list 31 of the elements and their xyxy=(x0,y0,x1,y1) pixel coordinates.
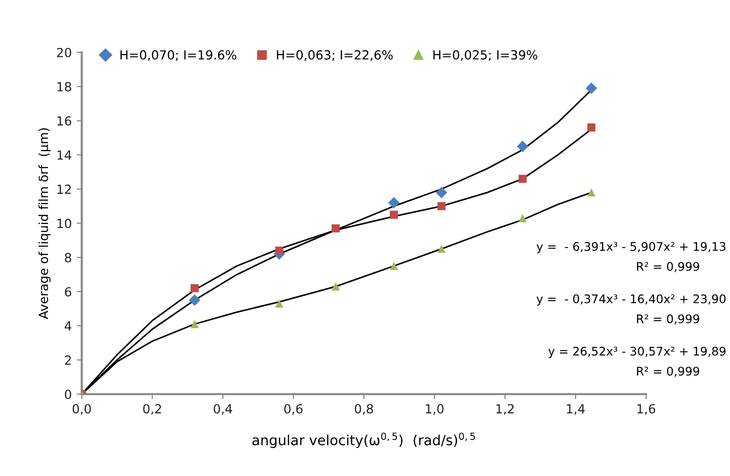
y-axis-title: Average of liquid film δrf (μm) xyxy=(38,128,51,320)
x-tick-label: 0,0 xyxy=(72,404,91,415)
annotation: R² = 0,999 xyxy=(637,366,700,377)
y-tick-label: 6 xyxy=(64,287,72,297)
x-axis-title: angular velocity(ω$^{0,5}$) (rad/s)$^{0,5}$ xyxy=(252,432,475,448)
x-tick-label: 1,6 xyxy=(637,404,656,415)
x-tick-label: 0,8 xyxy=(354,404,373,415)
x-tick-label: 0,6 xyxy=(284,404,303,415)
legend-label: H=0,070; I=19.6% xyxy=(120,50,236,61)
annotation: y = 26,52x³ - 30,57x² + 19,89 xyxy=(548,346,726,358)
legend-label: H=0,025; I=39% xyxy=(433,50,538,61)
x-tick-label: 0,2 xyxy=(143,404,161,415)
x-tick-label: 0,4 xyxy=(214,404,232,415)
x-tick-label: 1,0 xyxy=(426,404,444,415)
x-tick-label: 1,2 xyxy=(496,404,514,415)
y-tick-label: 14 xyxy=(58,150,72,160)
y-tick-label: 18 xyxy=(58,82,72,92)
y-tick-label: 2 xyxy=(65,355,71,365)
y-tick-label: 16 xyxy=(58,116,72,126)
y-tick-label: 12 xyxy=(58,184,71,194)
legend-label: H=0,063; I=22,6% xyxy=(276,50,393,61)
annotation: R² = 0,999 xyxy=(637,262,700,272)
y-tick-label: 4 xyxy=(64,321,72,331)
annotation: y = - 0,374x³ - 16,40x² + 23,90 xyxy=(536,294,726,306)
y-tick-label: 10 xyxy=(58,218,72,228)
y-tick-label: 8 xyxy=(64,252,72,262)
y-tick-label: 20 xyxy=(57,48,72,58)
annotation: y = - 6,391x³ - 5,907x² + 19,13 xyxy=(536,242,726,254)
annotation: R² = 0,999 xyxy=(637,314,700,324)
y-tick-label: 0 xyxy=(64,390,72,400)
x-tick-label: 1,4 xyxy=(566,404,585,415)
